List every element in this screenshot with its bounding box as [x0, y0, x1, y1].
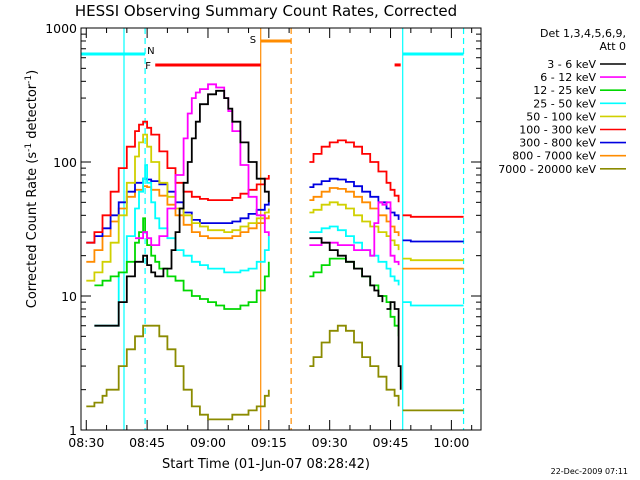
series-line-5-segment-0 — [86, 120, 270, 244]
chart-title: HESSI Observing Summary Count Rates, Cor… — [75, 2, 457, 20]
series-line-0-segment-0 — [94, 89, 270, 327]
legend-header-line1: Det 1,3,4,5,6,9, — [540, 27, 626, 40]
series-line-0-segment-1 — [309, 237, 384, 303]
y-axis-label-sup1: -1 — [24, 143, 34, 152]
series-line-1-segment-1 — [309, 201, 400, 266]
x-tick-label-3: 09:15 — [251, 435, 287, 450]
legend-label-8: 7000 - 20000 keV — [498, 163, 596, 176]
series-line-3-segment-1 — [309, 225, 400, 286]
legend-label-0: 3 - 6 keV — [547, 58, 596, 71]
plot-data-layer — [81, 28, 465, 430]
y-tick-label-2: 100 — [53, 155, 77, 170]
series-line-4-segment-2 — [402, 257, 464, 262]
footer-timestamp: 22-Dec-2009 07:11 — [551, 467, 628, 476]
legend-label-2: 12 - 25 keV — [533, 84, 596, 97]
x-tick-label-4: 09:30 — [312, 435, 348, 450]
series-line-4-segment-0 — [86, 133, 270, 282]
legend-label-4: 50 - 100 keV — [526, 110, 596, 123]
legend-label-3: 25 - 50 keV — [533, 97, 596, 110]
legend-label-6: 300 - 800 keV — [519, 137, 596, 150]
x-tick-label-5: 09:45 — [373, 435, 409, 450]
y-axis-label-sup2: -1 — [24, 75, 34, 84]
series-line-3-segment-2 — [402, 301, 464, 307]
x-tick-label-0: 08:30 — [68, 435, 104, 450]
plot-frame — [80, 27, 482, 431]
x-tick-label-1: 08:45 — [129, 435, 165, 450]
annotation-label-f: F — [145, 61, 151, 72]
series-line-5-segment-1 — [309, 139, 400, 203]
series-line-8-segment-0 — [86, 324, 270, 421]
y-axis-label-end: ) — [25, 70, 40, 75]
y-axis-label: Corrected Count Rate (s-1 detector-1) — [24, 70, 40, 308]
y-axis-label-mid: detector — [25, 83, 40, 143]
x-tick-label-6: 10:00 — [433, 435, 469, 450]
x-axis-label: Start Time (01-Jun-07 08:28:42) — [162, 457, 370, 472]
series-line-5-segment-2 — [402, 214, 464, 218]
series-line-0-segment-2 — [386, 301, 402, 390]
series-line-2-segment-0 — [94, 217, 270, 310]
legend-header-line2: Att 0 — [600, 40, 626, 53]
series-line-2-segment-1 — [309, 257, 400, 337]
annotation-label-s: S — [250, 35, 256, 46]
legend-label-7: 800 - 7000 keV — [512, 150, 596, 163]
legend-label-1: 6 - 12 keV — [540, 71, 596, 84]
x-tick-label-2: 09:00 — [190, 435, 226, 450]
axes-layer: 1 10 100 1000 08:30 08:45 09:00 09:15 09:30 09:45… — [45, 21, 482, 450]
series-line-3-segment-0 — [94, 164, 270, 327]
annotation-label-n: N — [147, 46, 154, 57]
series-line-6-segment-0 — [86, 177, 270, 244]
y-tick-label-0: 1 — [69, 423, 77, 438]
y-axis-label-main: Corrected Count Rate (s — [25, 152, 40, 309]
y-tick-label-3: 1000 — [45, 21, 77, 36]
series-line-8-segment-1 — [309, 324, 400, 407]
legend-label-5: 100 - 300 keV — [519, 124, 596, 137]
series-line-1-segment-0 — [135, 83, 270, 246]
series-line-6-segment-2 — [402, 239, 464, 243]
y-tick-label-1: 10 — [61, 289, 77, 304]
